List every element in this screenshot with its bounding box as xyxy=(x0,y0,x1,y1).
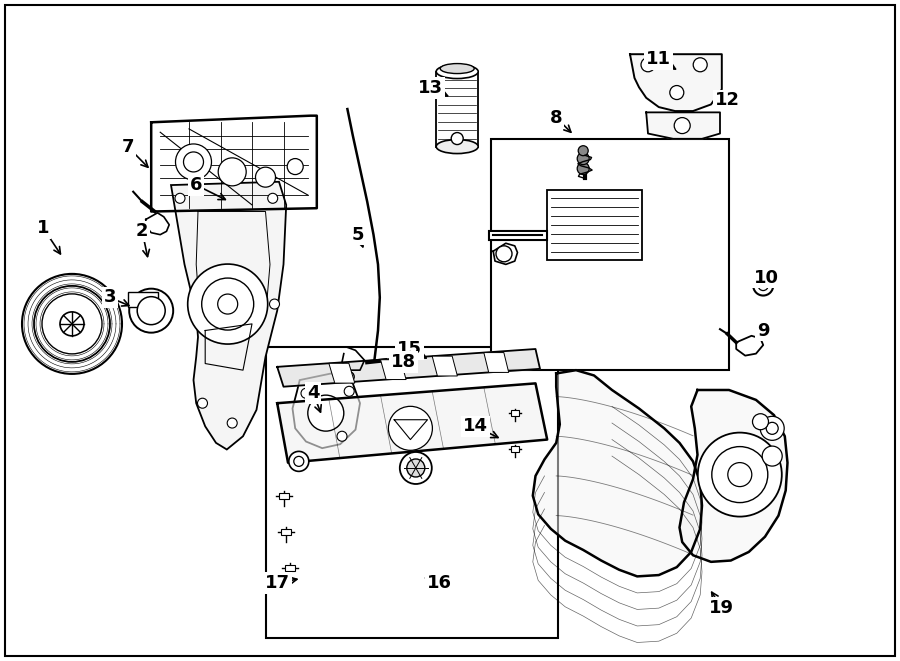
Text: 16: 16 xyxy=(427,574,452,592)
Circle shape xyxy=(269,299,280,309)
Polygon shape xyxy=(171,182,286,449)
Text: 10: 10 xyxy=(754,268,779,287)
Bar xyxy=(511,446,518,453)
Circle shape xyxy=(344,371,355,382)
Polygon shape xyxy=(381,360,406,379)
Circle shape xyxy=(137,297,166,325)
Circle shape xyxy=(698,432,782,517)
Text: 1: 1 xyxy=(37,219,50,237)
Circle shape xyxy=(202,278,254,330)
Polygon shape xyxy=(484,352,508,372)
Circle shape xyxy=(293,456,304,467)
Ellipse shape xyxy=(436,139,478,153)
Text: 13: 13 xyxy=(418,79,443,97)
Ellipse shape xyxy=(436,65,478,79)
Text: 7: 7 xyxy=(122,137,134,156)
Text: 3: 3 xyxy=(104,288,116,307)
Circle shape xyxy=(301,388,311,399)
Text: 2: 2 xyxy=(136,222,149,241)
Circle shape xyxy=(188,264,267,344)
Circle shape xyxy=(289,451,309,471)
Circle shape xyxy=(60,312,84,336)
Circle shape xyxy=(256,167,275,187)
Bar xyxy=(284,565,295,572)
Circle shape xyxy=(130,289,173,332)
Circle shape xyxy=(42,294,102,354)
Circle shape xyxy=(758,280,769,291)
Text: 9: 9 xyxy=(757,321,770,340)
Circle shape xyxy=(176,144,211,180)
Circle shape xyxy=(389,407,432,450)
Circle shape xyxy=(184,152,203,172)
Text: 12: 12 xyxy=(715,91,740,110)
Polygon shape xyxy=(277,383,547,463)
Polygon shape xyxy=(630,54,722,111)
Circle shape xyxy=(674,118,690,134)
Circle shape xyxy=(227,418,238,428)
Text: 6: 6 xyxy=(190,176,203,194)
Bar xyxy=(491,139,729,370)
Text: 18: 18 xyxy=(391,353,416,371)
Circle shape xyxy=(641,58,655,72)
Text: 19: 19 xyxy=(709,599,734,617)
Text: 4: 4 xyxy=(307,384,320,403)
Circle shape xyxy=(34,286,110,362)
Bar xyxy=(278,492,289,499)
Bar xyxy=(546,190,642,260)
Circle shape xyxy=(578,145,589,156)
Text: 8: 8 xyxy=(550,108,562,127)
Bar xyxy=(266,347,558,638)
Polygon shape xyxy=(328,364,355,383)
Circle shape xyxy=(670,85,684,100)
Text: 14: 14 xyxy=(463,417,488,436)
Circle shape xyxy=(218,294,238,314)
Circle shape xyxy=(451,133,464,145)
Circle shape xyxy=(496,246,512,262)
Polygon shape xyxy=(432,356,457,376)
Text: 15: 15 xyxy=(397,340,422,358)
Circle shape xyxy=(197,398,208,408)
Circle shape xyxy=(287,159,303,175)
Text: 17: 17 xyxy=(265,574,290,592)
Circle shape xyxy=(728,463,752,486)
Circle shape xyxy=(400,452,432,484)
Circle shape xyxy=(762,446,782,466)
Polygon shape xyxy=(277,349,540,387)
Bar xyxy=(436,71,478,147)
Circle shape xyxy=(712,447,768,502)
Circle shape xyxy=(407,459,425,477)
Polygon shape xyxy=(533,370,702,576)
Bar xyxy=(128,292,158,307)
Polygon shape xyxy=(292,373,360,448)
Circle shape xyxy=(22,274,122,374)
Circle shape xyxy=(760,416,784,440)
Circle shape xyxy=(218,158,247,186)
Circle shape xyxy=(577,153,590,165)
Polygon shape xyxy=(680,390,788,562)
Polygon shape xyxy=(646,112,720,139)
Circle shape xyxy=(175,193,185,204)
Circle shape xyxy=(337,431,347,442)
Circle shape xyxy=(308,395,344,431)
Circle shape xyxy=(752,414,769,430)
Circle shape xyxy=(267,193,278,204)
Circle shape xyxy=(753,276,773,295)
Circle shape xyxy=(577,163,590,175)
Bar xyxy=(281,529,292,535)
Circle shape xyxy=(344,386,355,397)
Circle shape xyxy=(766,422,778,434)
Ellipse shape xyxy=(440,63,474,73)
Text: 5: 5 xyxy=(352,225,365,244)
Text: 11: 11 xyxy=(646,50,671,69)
Circle shape xyxy=(693,58,707,72)
Bar xyxy=(511,410,518,416)
